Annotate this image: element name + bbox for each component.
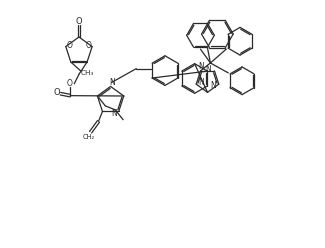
Text: CH₃: CH₃ <box>81 70 94 76</box>
Text: N: N <box>111 109 117 118</box>
Text: N: N <box>199 62 204 71</box>
Text: O: O <box>85 41 91 50</box>
Text: O: O <box>76 17 82 26</box>
Text: O: O <box>66 79 72 88</box>
Text: N: N <box>206 65 211 74</box>
Text: O: O <box>53 88 60 97</box>
Text: O: O <box>67 41 73 50</box>
Text: N: N <box>210 81 216 90</box>
Text: CH₂: CH₂ <box>83 134 95 140</box>
Text: N: N <box>198 78 204 87</box>
Text: N: N <box>110 78 115 87</box>
